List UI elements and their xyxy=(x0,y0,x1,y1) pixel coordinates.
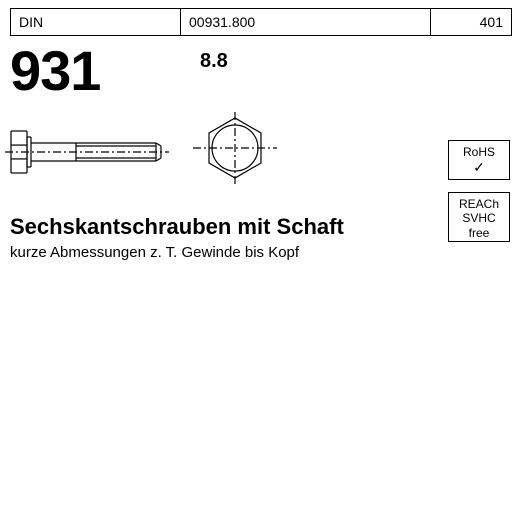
hex-front-view-diagram xyxy=(190,108,280,188)
rohs-badge: RoHS ✓ xyxy=(448,140,510,180)
reach-line1: REACh xyxy=(451,197,507,211)
check-icon: ✓ xyxy=(451,159,507,176)
product-title: Sechskantschrauben mit Schaft xyxy=(10,214,344,240)
bolt-side-view-diagram xyxy=(5,115,170,190)
reach-line2: SVHC xyxy=(451,211,507,225)
reach-badge: REACh SVHC free xyxy=(448,192,510,242)
header-code: 401 xyxy=(431,9,511,35)
strength-grade: 8.8 xyxy=(200,50,228,73)
rohs-label: RoHS xyxy=(451,145,507,159)
din-number: 931 xyxy=(10,38,100,103)
product-sheet: DIN 00931.800 401 931 8.8 Sechskantschra… xyxy=(0,0,520,520)
header-din-label: DIN xyxy=(11,9,181,35)
header-article-number: 00931.800 xyxy=(181,9,431,35)
reach-line3: free xyxy=(451,226,507,240)
header-table: DIN 00931.800 401 xyxy=(10,8,512,36)
product-subtitle: kurze Abmessungen z. T. Gewinde bis Kopf xyxy=(10,244,299,261)
